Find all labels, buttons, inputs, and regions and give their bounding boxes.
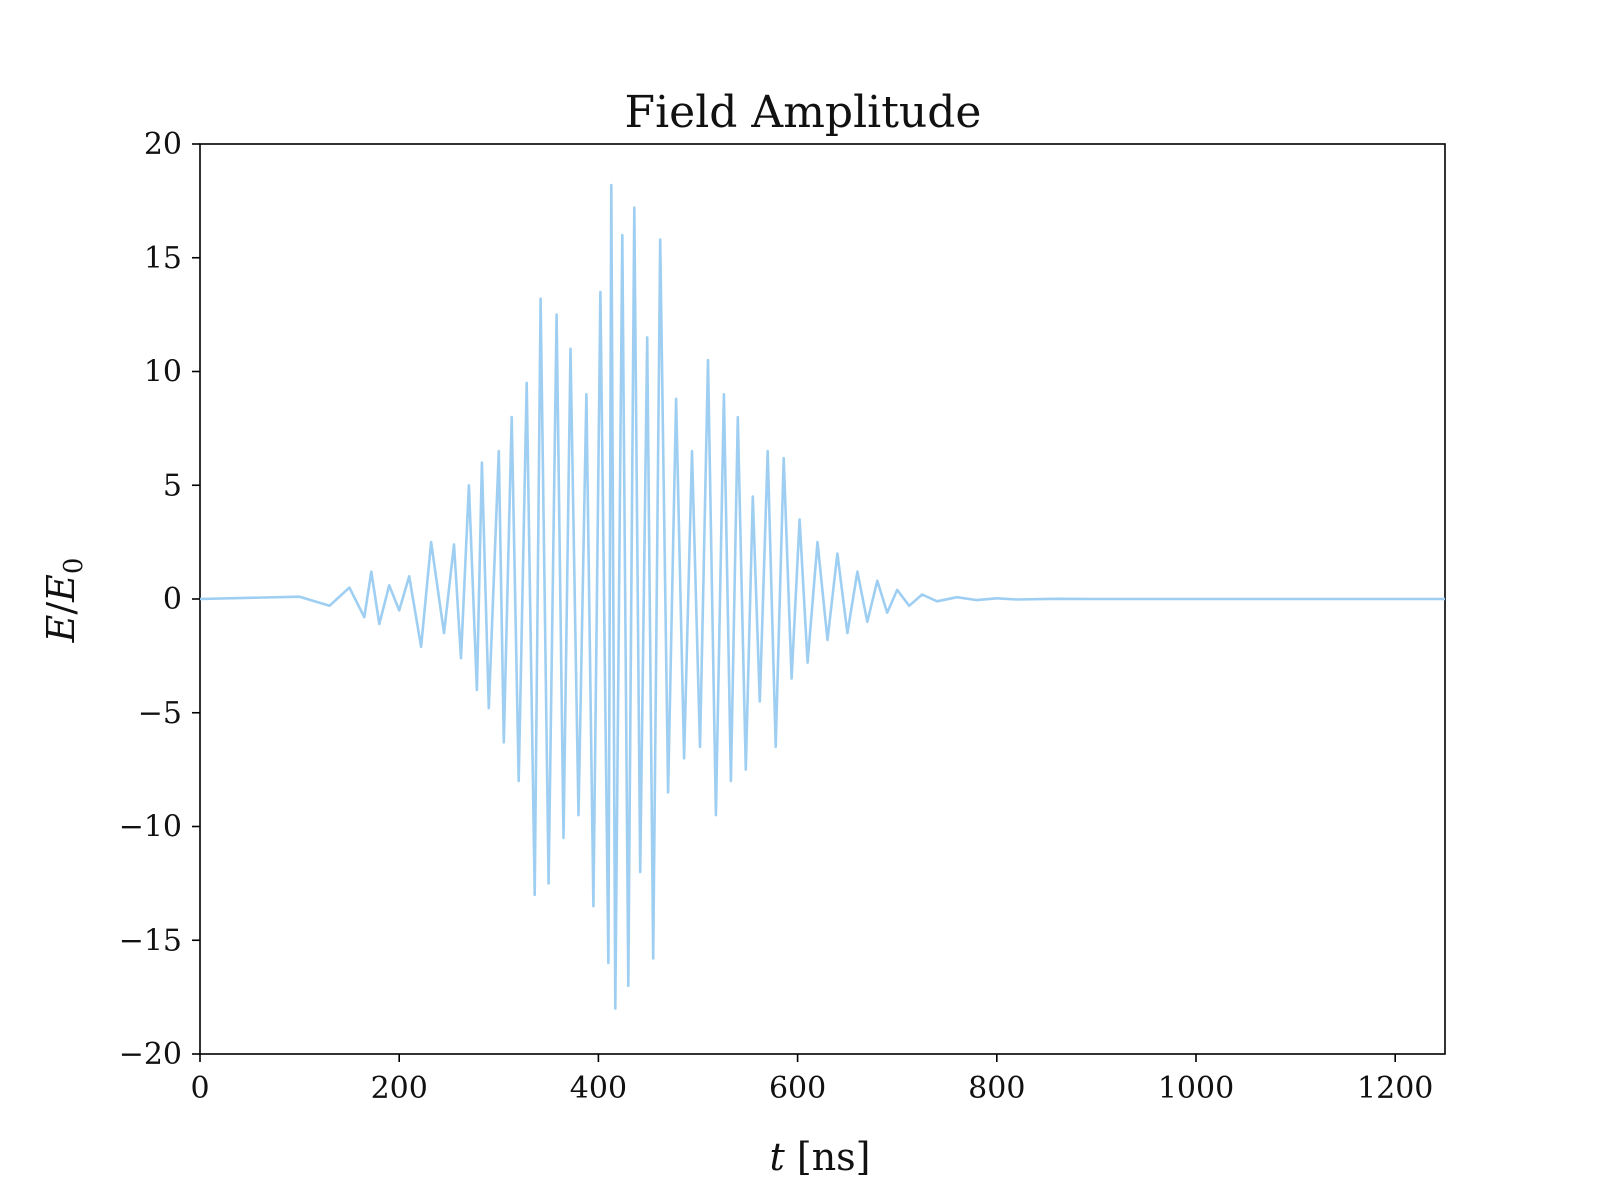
y-axis-label-sub: 0	[59, 558, 89, 575]
y-ticks: −20 −15 −10 −5 0 5 10 15 20	[119, 127, 200, 1072]
x-tick-label: 400	[570, 1071, 627, 1106]
y-tick-label: −20	[119, 1037, 182, 1072]
series-line-0	[199, 183, 1445, 1010]
y-tick-label: 0	[163, 582, 182, 617]
y-axis-label: E/E0	[39, 558, 89, 644]
x-tick-label: 200	[371, 1071, 428, 1106]
y-tick-label: −10	[119, 810, 182, 845]
y-tick-label: −15	[119, 923, 182, 958]
y-tick-label: 15	[144, 241, 182, 276]
x-axis-label-unit: [ns]	[797, 1135, 871, 1179]
x-tick-label: 1200	[1357, 1071, 1433, 1106]
x-tick-label: 0	[190, 1071, 209, 1106]
y-tick-label: 10	[144, 355, 182, 390]
y-axis-label-num: E	[39, 614, 83, 643]
x-axis-label: t [ns]	[770, 1135, 871, 1179]
x-tick-label: 600	[769, 1071, 826, 1106]
x-axis-label-var: t	[770, 1135, 786, 1179]
x-tick-label: 1000	[1158, 1071, 1234, 1106]
y-axis-label-slash: /	[39, 602, 83, 615]
y-tick-label: 20	[144, 127, 182, 162]
y-axis-label-den: E	[39, 574, 83, 603]
plot-area: 0 200 400 600 800 1000 1200 −20 −15 −10 −5 0 5 10 15 2…	[119, 127, 1446, 1106]
x-ticks: 0 200 400 600 800 1000 1200	[190, 1054, 1433, 1106]
chart-title: Field Amplitude	[625, 87, 982, 138]
x-tick-label: 800	[968, 1071, 1025, 1106]
y-tick-label: −5	[138, 696, 182, 731]
y-tick-label: 5	[163, 468, 182, 503]
series-layer	[199, 183, 1445, 1010]
